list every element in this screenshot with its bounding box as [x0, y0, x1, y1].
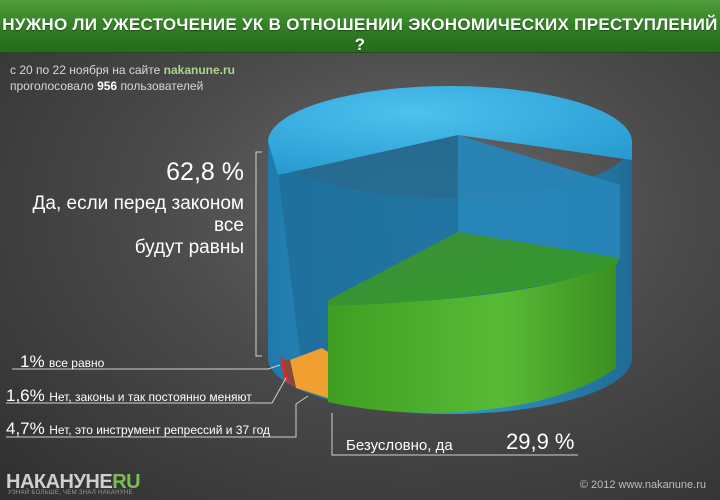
slice-repressions-wall: [290, 348, 328, 398]
leader-definitely-yes: [331, 413, 578, 456]
desc-repressions: Нет, это инструмент репрессий и 37 год: [49, 423, 270, 437]
leader-lines: [6, 151, 578, 456]
pct-dont-care: 1%: [20, 352, 45, 371]
source-prefix: с 20 по 22 ноября на сайте: [10, 63, 161, 77]
desc-dont-care: все равно: [49, 356, 105, 370]
logo-main: НАКАНУНЕ: [6, 471, 113, 493]
leader-repressions: [6, 395, 309, 438]
pct-repressions: 4,7%: [6, 419, 45, 438]
slice-definitely-yes-top: [328, 232, 620, 310]
slice-yes-if-equal-top: [268, 86, 632, 175]
voted-count: 956: [97, 79, 118, 93]
pct-change-laws: 1,6%: [6, 386, 45, 405]
copyright: © 2012 www.nakanune.ru: [579, 479, 706, 491]
source-site: nakanune.ru: [163, 63, 235, 77]
slice-definitely-yes-wall: [328, 262, 616, 413]
source-line-1: с 20 по 22 ноября на сайте nakanune.ru: [10, 62, 235, 78]
voted-prefix: проголосовало: [10, 79, 94, 93]
voted-suffix: пользователей: [120, 79, 204, 93]
title-bar: НУЖНО ЛИ УЖЕСТОЧЕНИЕ УК В ОТНОШЕНИИ ЭКОН…: [0, 0, 720, 54]
slice-yes-if-equal-cut: [458, 135, 620, 258]
source-line-2: проголосовало 956 пользователей: [10, 78, 235, 94]
footer-logo: НАКАНУНЕRU: [6, 471, 141, 494]
label-dont-care: 1% все равно: [20, 352, 104, 372]
label-repressions: 4,7% Нет, это инструмент репрессий и 37 …: [6, 419, 270, 439]
source-info: с 20 по 22 ноября на сайте nakanune.ru п…: [10, 62, 235, 94]
pct-yes-if-equal: 62,8 %: [166, 158, 244, 186]
desc-definitely-yes: Безусловно, да: [346, 437, 453, 454]
label-change-laws: 1,6% Нет, законы и так постоянно меняют: [6, 386, 252, 406]
slice-dont-care-wall: [280, 356, 289, 384]
footer-tagline: УЗНАЙ БОЛЬШЕ, ЧЕМ ЗНАЛ НАКАНУНЕ: [8, 490, 133, 496]
desc-change-laws: Нет, законы и так постоянно меняют: [49, 390, 252, 404]
chart-title: НУЖНО ЛИ УЖЕСТОЧЕНИЕ УК В ОТНОШЕНИИ ЭКОН…: [2, 15, 718, 54]
leader-yes-if-equal: [255, 151, 262, 357]
leader-change-laws: [6, 377, 287, 404]
slice-change-laws-wall: [284, 360, 296, 388]
pct-definitely-yes: 29,9 %: [506, 429, 575, 454]
desc-yes-if-equal-line-2: будут равны: [134, 237, 244, 258]
desc-yes-if-equal-line-1: Да, если перед законом все: [32, 193, 244, 236]
logo-suffix: RU: [112, 471, 141, 493]
leader-dont-care: [12, 364, 281, 370]
desc-yes-if-equal: Да, если перед законом все будут равны: [0, 193, 244, 259]
